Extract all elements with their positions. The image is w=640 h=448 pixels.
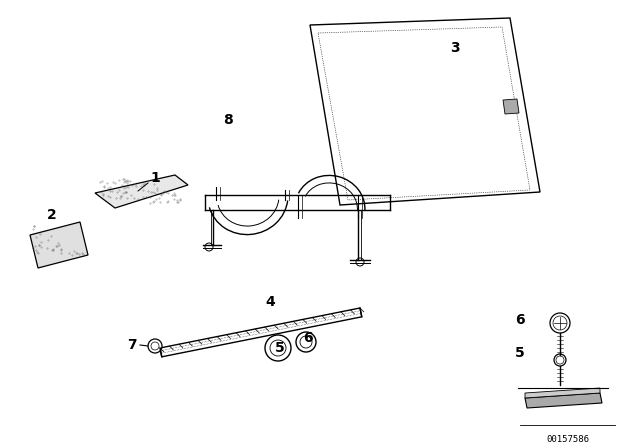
Circle shape (148, 339, 162, 353)
Polygon shape (525, 393, 602, 408)
Polygon shape (30, 222, 88, 268)
Text: 5: 5 (275, 341, 285, 355)
Circle shape (296, 332, 316, 352)
Polygon shape (503, 99, 519, 114)
Text: 5: 5 (515, 346, 525, 360)
Text: 8: 8 (223, 113, 233, 127)
Text: 6: 6 (515, 313, 525, 327)
Text: 2: 2 (47, 208, 57, 222)
Circle shape (550, 313, 570, 333)
Text: 1: 1 (150, 171, 160, 185)
Text: 4: 4 (265, 295, 275, 309)
Circle shape (554, 354, 566, 366)
Text: 00157586: 00157586 (547, 435, 589, 444)
Text: 3: 3 (450, 41, 460, 55)
Polygon shape (95, 175, 188, 208)
Polygon shape (525, 388, 600, 398)
Text: 6: 6 (303, 331, 313, 345)
Text: 7: 7 (127, 338, 137, 352)
Circle shape (265, 335, 291, 361)
